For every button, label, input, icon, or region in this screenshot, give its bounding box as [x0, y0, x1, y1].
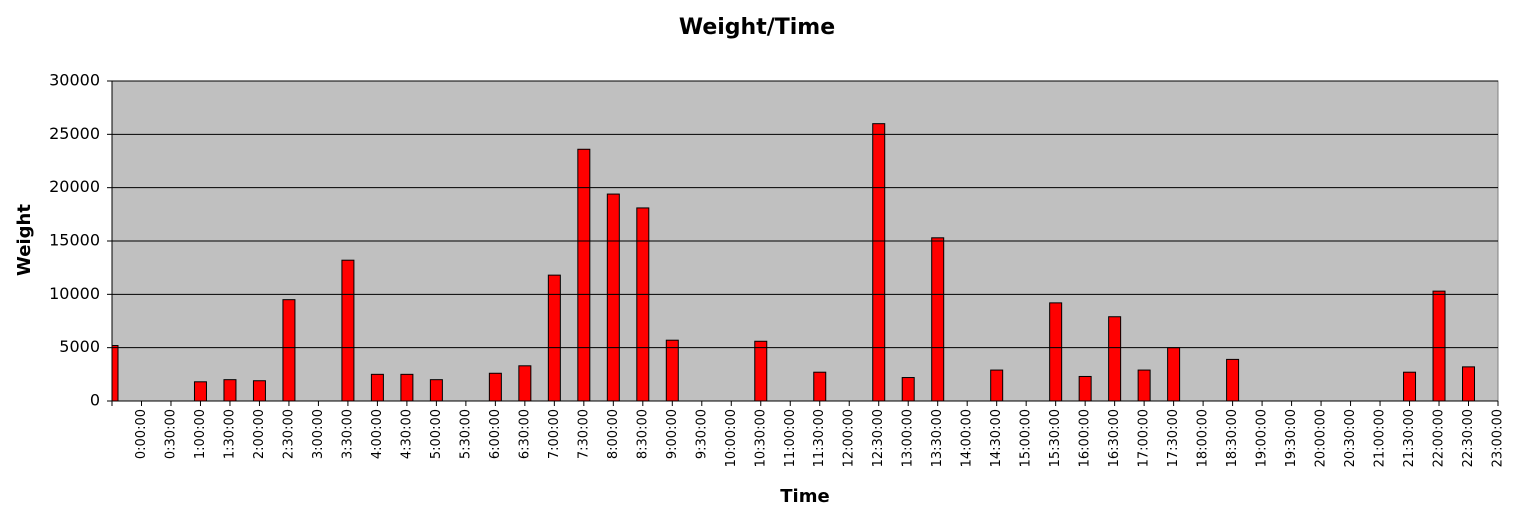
x-tick-label: 1:30:00 — [222, 409, 237, 459]
x-tick-label: 4:30:00 — [399, 409, 414, 459]
x-tick-label: 6:00:00 — [488, 409, 503, 459]
bar — [1137, 369, 1151, 401]
bar — [1226, 358, 1240, 401]
bar — [547, 274, 561, 401]
bar — [370, 373, 384, 401]
y-tick-label: 10000 — [49, 284, 100, 303]
bar — [1049, 302, 1063, 401]
x-tick-label: 2:30:00 — [281, 409, 296, 459]
bar — [606, 193, 620, 401]
y-tick-label: 20000 — [49, 177, 100, 196]
x-tick-label: 9:30:00 — [694, 409, 709, 459]
x-tick-label: 7:30:00 — [576, 409, 591, 459]
x-tick-label: 18:30:00 — [1225, 409, 1240, 467]
x-tick-label: 14:00:00 — [960, 409, 975, 467]
x-tick-label: 20:00:00 — [1314, 409, 1329, 467]
bar — [488, 372, 502, 401]
bar — [112, 345, 119, 401]
y-tick-label: 15000 — [49, 231, 100, 250]
x-tick-label: 15:00:00 — [1019, 409, 1034, 467]
bar — [193, 381, 207, 401]
x-tick-label: 22:00:00 — [1432, 409, 1447, 467]
y-tick-label: 25000 — [49, 124, 100, 143]
x-tick-label: 18:00:00 — [1196, 409, 1211, 467]
x-tick-label: 13:30:00 — [930, 409, 945, 467]
x-tick-label: 0:00:00 — [134, 409, 149, 459]
x-tick-label: 16:30:00 — [1107, 409, 1122, 467]
x-tick-label: 1:00:00 — [193, 409, 208, 459]
x-tick-label: 14:30:00 — [989, 409, 1004, 467]
x-tick-label: 3:00:00 — [311, 409, 326, 459]
bar — [518, 365, 532, 401]
bar — [1078, 375, 1092, 401]
bar — [282, 299, 296, 401]
x-tick-label: 4:00:00 — [370, 409, 385, 459]
y-tick-label: 5000 — [59, 337, 100, 356]
x-tick-label: 12:00:00 — [842, 409, 857, 467]
bar — [1167, 347, 1181, 401]
x-tick-label: 15:30:00 — [1048, 409, 1063, 467]
x-tick-label: 17:00:00 — [1137, 409, 1152, 467]
bar — [931, 237, 945, 401]
y-tick-label: 30000 — [49, 71, 100, 90]
x-tick-label: 17:30:00 — [1166, 409, 1181, 467]
x-tick-label: 3:30:00 — [340, 409, 355, 459]
x-tick-label: 16:00:00 — [1078, 409, 1093, 467]
chart-title: Weight/Time — [679, 15, 835, 40]
x-tick-label: 11:00:00 — [783, 409, 798, 467]
x-tick-label: 23:00:00 — [1491, 409, 1506, 467]
x-tick-label: 10:30:00 — [753, 409, 768, 467]
x-tick-label: 6:30:00 — [517, 409, 532, 459]
x-tick-label: 13:00:00 — [901, 409, 916, 467]
x-tick-label: 5:00:00 — [429, 409, 444, 459]
x-tick-label: 9:00:00 — [665, 409, 680, 459]
bar — [577, 148, 591, 401]
x-axis-label: Time — [780, 486, 829, 507]
x-tick-label: 2:00:00 — [252, 409, 267, 459]
x-tick-label: 21:30:00 — [1402, 409, 1417, 467]
bar — [341, 259, 355, 401]
bar — [1462, 366, 1476, 401]
bar — [636, 207, 650, 401]
x-tick-label: 8:30:00 — [635, 409, 650, 459]
x-tick-label: 11:30:00 — [812, 409, 827, 467]
x-tick-label: 8:00:00 — [606, 409, 621, 459]
bar — [990, 369, 1004, 401]
bar — [665, 339, 679, 401]
x-tick-label: 7:00:00 — [547, 409, 562, 459]
bars — [112, 123, 1476, 401]
x-tick-label: 5:30:00 — [458, 409, 473, 459]
x-tick-label: 0:30:00 — [163, 409, 178, 459]
x-tick-label: 22:30:00 — [1461, 409, 1476, 467]
bar — [252, 380, 266, 401]
bar — [1403, 371, 1417, 401]
bar — [901, 377, 915, 401]
y-tick-label: 0 — [90, 391, 100, 410]
x-tick-label: 20:30:00 — [1343, 409, 1358, 467]
x-tick-label: 19:00:00 — [1255, 409, 1270, 467]
bar — [223, 379, 237, 401]
x-tick-label: 21:00:00 — [1373, 409, 1388, 467]
bar — [754, 340, 768, 401]
y-axis-label: Weight — [14, 204, 35, 276]
bar — [1432, 290, 1446, 401]
x-tick-label: 12:30:00 — [871, 409, 886, 467]
bar — [429, 379, 443, 401]
x-tick-label: 19:30:00 — [1284, 409, 1299, 467]
bar — [872, 123, 886, 401]
bar — [1108, 316, 1122, 401]
bar — [400, 373, 414, 401]
bar — [813, 371, 827, 401]
x-tick-label: 10:00:00 — [724, 409, 739, 467]
